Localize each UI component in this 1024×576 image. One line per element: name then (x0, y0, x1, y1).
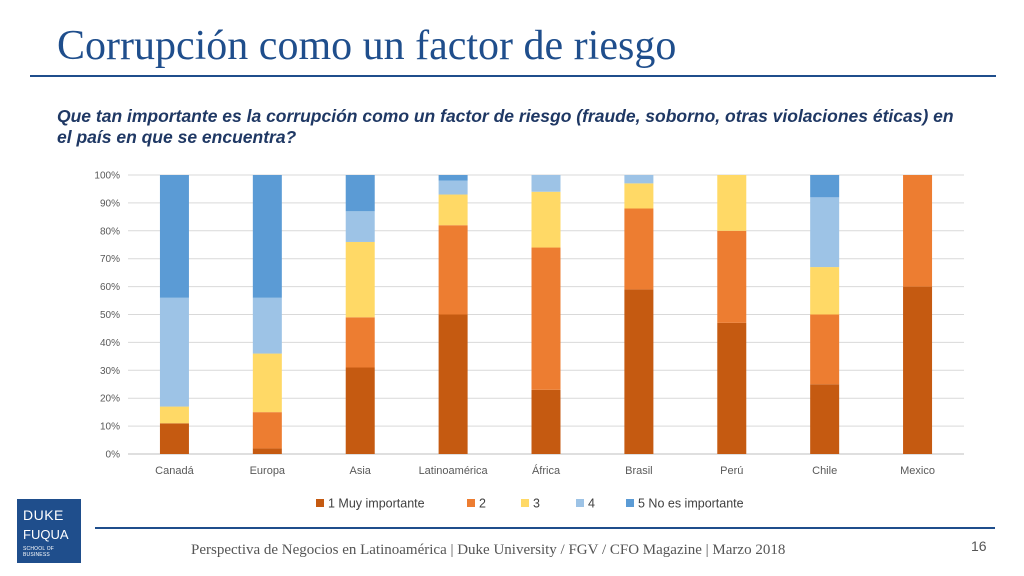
bar-segment (438, 225, 468, 315)
bar-segment (624, 208, 654, 290)
y-tick-label: 60% (100, 282, 120, 293)
bar-segment (252, 412, 282, 449)
y-tick-label: 70% (100, 254, 120, 265)
y-tick-label: 80% (100, 226, 120, 237)
x-tick-label: Latinoamérica (419, 465, 489, 477)
y-tick-label: 40% (100, 338, 120, 349)
logo-text-fuqua: FUQUA (23, 527, 69, 542)
bar-segment (717, 175, 747, 231)
y-tick-label: 50% (100, 310, 120, 321)
legend-swatch (626, 499, 634, 507)
bar-segment (345, 367, 375, 454)
bar-segment (624, 289, 654, 454)
bar-segment (345, 211, 375, 242)
y-tick-label: 20% (100, 394, 120, 405)
bar-segment (624, 183, 654, 209)
legend-label: 4 (588, 497, 595, 511)
bar-segment (438, 180, 468, 195)
bar-segment (252, 175, 282, 298)
bar-segment (624, 175, 654, 184)
y-tick-label: 0% (106, 450, 121, 461)
x-tick-label: Asia (350, 465, 372, 477)
x-tick-label: Chile (812, 465, 837, 477)
legend-item: 3 (521, 497, 540, 511)
bar-segment (531, 247, 561, 390)
bar-segment (345, 317, 375, 368)
logo-text-duke: DUKE (23, 507, 64, 523)
y-axis-ticks: 0% 10% 20% 30% 40% 50% 60% 70% 80% 90% 100% (94, 171, 120, 461)
bar-segment (717, 230, 747, 323)
bar-segment (810, 384, 840, 454)
legend-item: 5 No es importante (626, 497, 744, 511)
slide-title: Corrupción como un factor de riesgo (57, 23, 677, 69)
x-axis-ticks: Canadá Europa Asia Latinoamérica África Brasi… (155, 464, 935, 477)
bar-segment (438, 314, 468, 454)
survey-question: Que tan importante es la corrupción como… (57, 106, 954, 147)
x-tick-label: Perú (720, 465, 743, 477)
bar-segment (438, 194, 468, 226)
x-tick-label: África (532, 464, 561, 477)
x-tick-label: Mexico (900, 465, 935, 477)
legend-item: 2 (467, 497, 486, 511)
title-divider (30, 75, 996, 77)
bar-segment (810, 314, 840, 385)
bar-segment (159, 423, 189, 454)
bar-segment (903, 175, 933, 287)
x-tick-label: Europa (250, 465, 286, 477)
bar-segment (252, 297, 282, 354)
bar-segment (810, 175, 840, 198)
legend: 1 Muy importante 2 3 4 5 No es importante (316, 497, 744, 511)
logo-text-school: SCHOOL OF BUSINESS (23, 546, 55, 558)
page-number: 16 (971, 538, 987, 554)
legend-label: 2 (479, 497, 486, 511)
y-tick-label: 90% (100, 198, 120, 209)
duke-fuqua-logo: DUKE FUQUA SCHOOL OF BUSINESS (17, 499, 81, 563)
legend-label: 3 (533, 497, 540, 511)
bar-segment (438, 175, 468, 181)
bar-segment (159, 175, 189, 298)
y-tick-label: 100% (94, 171, 120, 182)
legend-swatch (467, 499, 475, 507)
legend-label: 5 No es importante (638, 497, 744, 511)
y-tick-label: 10% (100, 422, 120, 433)
bar-segment (252, 448, 282, 454)
bar-segment (531, 175, 561, 192)
bar-segment (345, 175, 375, 212)
legend-item: 4 (576, 497, 595, 511)
bar-segment (810, 267, 840, 315)
bars (159, 175, 933, 454)
bar-segment (531, 191, 561, 248)
bar-segment (531, 389, 561, 454)
legend-swatch (316, 499, 324, 507)
footer-text: Perspectiva de Negocios en Latinoamérica… (191, 542, 786, 558)
x-tick-label: Brasil (625, 465, 653, 477)
legend-item: 1 Muy importante (316, 497, 425, 511)
bar-segment (345, 241, 375, 318)
y-tick-label: 30% (100, 366, 120, 377)
legend-label: 1 Muy importante (328, 497, 425, 511)
bar-segment (159, 297, 189, 407)
bar-segment (252, 353, 282, 413)
x-tick-label: Canadá (155, 465, 194, 477)
bar-segment (810, 197, 840, 268)
bar-segment (903, 286, 933, 454)
bar-segment (717, 322, 747, 454)
footer-divider (95, 527, 995, 529)
bar-segment (159, 406, 189, 424)
legend-swatch (521, 499, 529, 507)
legend-swatch (576, 499, 584, 507)
